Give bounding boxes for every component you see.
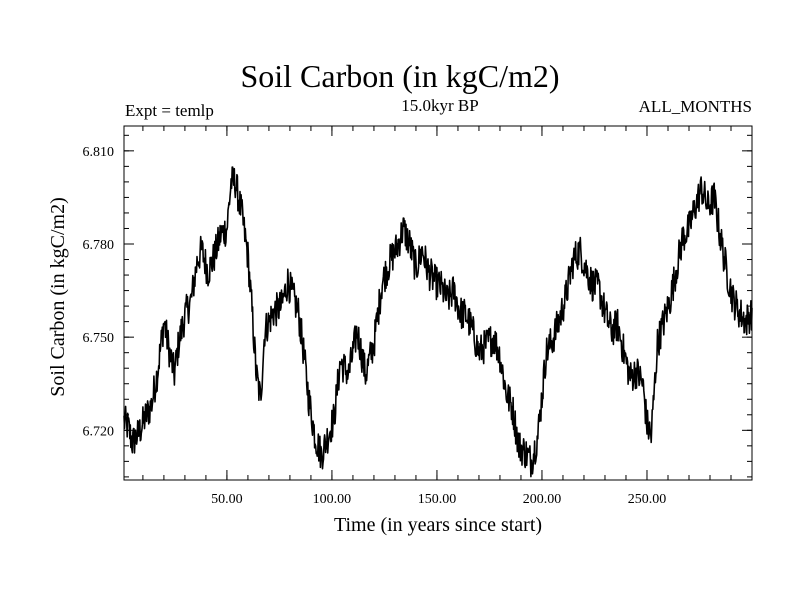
y-tick-label: 6.780 [83,238,115,253]
months-label: ALL_MONTHS [638,97,752,116]
x-tick-label: 150.00 [418,492,457,507]
x-tick-label: 50.00 [211,492,243,507]
y-tick-label: 6.750 [83,331,115,346]
x-tick-label: 250.00 [628,492,667,507]
series-line-soil-carbon [123,166,753,478]
chart-title: Soil Carbon (in kgC/m2) [240,58,560,94]
y-tick-label: 6.720 [83,424,115,439]
axis-labels: 50.00 100.00 150.00 200.00 250.00 6.720 6.750 6… [47,145,666,536]
y-axis-label: Soil Carbon (in kgC/m2) [47,197,69,396]
y-tick-label: 6.810 [83,145,115,160]
chart-subtitle: 15.0kyr BP [401,96,479,115]
plot-frame [123,125,753,481]
experiment-label: Expt = temlp [125,101,214,120]
x-axis-label: Time (in years since start) [334,514,542,536]
series-layer [123,166,753,478]
x-tick-label: 200.00 [523,492,562,507]
x-tick-label: 100.00 [313,492,352,507]
axis-ticks [124,126,752,480]
